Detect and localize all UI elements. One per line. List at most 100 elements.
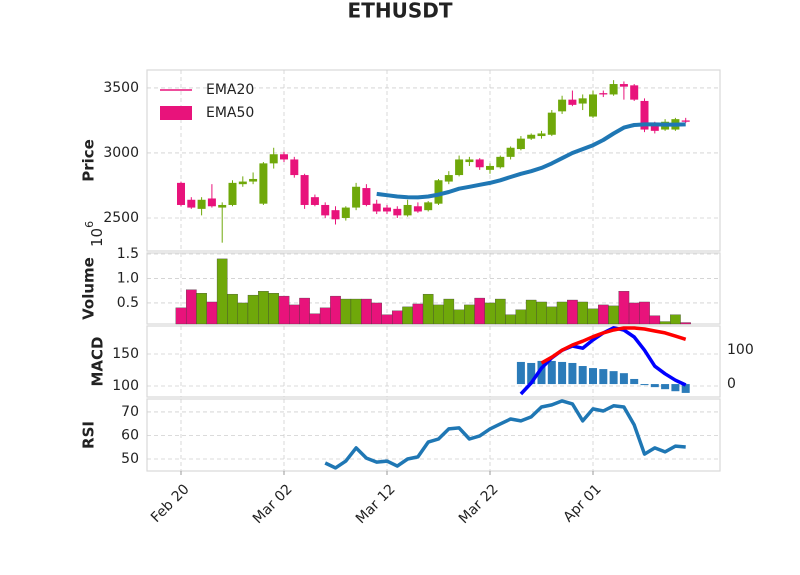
legend-label: EMA50 <box>206 105 254 121</box>
histogram-bar <box>599 369 608 385</box>
x-tick-label: Mar 12 <box>353 481 399 527</box>
volume-bar <box>299 297 310 325</box>
candle-body <box>300 175 309 205</box>
histogram-bar <box>527 362 536 385</box>
legend-label: EMA20 <box>206 82 254 98</box>
histogram-bar <box>558 361 567 385</box>
candle-body <box>640 100 649 130</box>
candle-body <box>630 85 639 100</box>
volume-bar <box>567 299 578 325</box>
candle-body <box>310 197 319 205</box>
candle-body <box>218 204 227 208</box>
y-tick-label: 70 <box>121 404 139 420</box>
macd-line <box>540 326 687 365</box>
histogram-bar <box>609 371 618 385</box>
histogram-bar <box>650 384 659 388</box>
y-tick-label: 2500 <box>103 210 139 226</box>
candle-body <box>496 156 505 168</box>
y-tick-label: 60 <box>121 427 139 443</box>
candle-body <box>393 208 402 216</box>
candle-body <box>619 84 628 87</box>
volume-bar <box>237 302 249 325</box>
chart-title: ETHUSDT <box>348 0 453 23</box>
panel-frame <box>146 398 721 472</box>
volume-bar <box>278 295 290 325</box>
ema-line <box>376 122 686 200</box>
volume-bar <box>515 309 527 325</box>
volume-bar <box>381 314 393 325</box>
volume-bar <box>474 297 485 325</box>
candle-body <box>547 112 556 135</box>
candle-body <box>609 84 618 95</box>
volume-bar <box>608 305 619 325</box>
histogram-bar <box>640 384 649 386</box>
panel-frame <box>146 325 721 398</box>
candle-body <box>280 154 288 160</box>
volume-bar <box>340 298 352 325</box>
volume-bar <box>216 258 228 325</box>
candle-body <box>681 120 690 122</box>
volume-bar <box>536 301 547 325</box>
volume-bar <box>577 301 588 325</box>
y-tick-label: 1.0 <box>117 270 139 286</box>
candle-body <box>321 204 330 216</box>
y-tick-label: 3000 <box>103 145 139 161</box>
volume-bar <box>402 306 413 325</box>
y-tick-label: 3500 <box>103 80 139 96</box>
candle-body <box>197 199 206 209</box>
volume-bar <box>464 304 475 325</box>
candle-body <box>403 204 412 216</box>
histogram-bar <box>578 366 587 385</box>
volume-bar <box>546 306 558 325</box>
histogram-bar <box>619 373 628 385</box>
y-tick-label: 100 <box>112 378 139 394</box>
volume-bar <box>206 301 218 325</box>
candle-body <box>589 94 597 117</box>
y2-tick-label: 100 <box>727 342 754 358</box>
rsi-line <box>324 399 686 470</box>
candle-body <box>331 210 340 220</box>
candle-body <box>599 93 608 95</box>
candle-body <box>228 182 237 205</box>
candle-body <box>537 133 546 137</box>
histogram-bar <box>516 361 525 385</box>
candle-body <box>434 180 443 204</box>
volume-bar <box>484 302 496 325</box>
candle-body <box>187 199 196 208</box>
y-axis-label: RSI <box>80 421 98 449</box>
volume-bar <box>443 298 455 325</box>
x-tick-label: Mar 22 <box>456 481 502 527</box>
volume-bar <box>628 302 640 325</box>
candle-body <box>444 175 453 182</box>
volume-bar <box>175 307 187 325</box>
y-axis-label: Volume <box>80 257 98 320</box>
volume-bar <box>391 310 403 325</box>
histogram-bar <box>671 384 680 392</box>
candle-body <box>475 159 484 168</box>
volume-bar <box>659 321 671 325</box>
volume-bar <box>494 298 506 325</box>
candle-body <box>341 207 350 218</box>
volume-bar <box>639 301 650 325</box>
histogram-bar <box>661 384 670 390</box>
volume-bar <box>268 293 279 325</box>
histogram-bar <box>568 362 577 385</box>
x-tick-label: Apr 01 <box>560 481 604 525</box>
candle-body <box>424 202 433 211</box>
candle-body <box>383 207 391 212</box>
histogram-bar <box>630 378 639 385</box>
volume-bar <box>453 309 465 325</box>
candle-body <box>372 203 381 212</box>
scale-base: 10 <box>88 228 106 247</box>
candle-body <box>413 206 422 212</box>
y-tick-label: 150 <box>112 346 139 362</box>
y-tick-label: 0.5 <box>117 295 139 311</box>
histogram-bar <box>589 368 597 385</box>
candle-body <box>465 159 474 163</box>
volume-bar <box>422 293 434 325</box>
candle-body <box>177 182 185 205</box>
volume-bar <box>505 314 516 325</box>
legend-swatch <box>160 106 192 120</box>
volume-bar <box>556 301 568 325</box>
candle-body <box>506 147 515 157</box>
